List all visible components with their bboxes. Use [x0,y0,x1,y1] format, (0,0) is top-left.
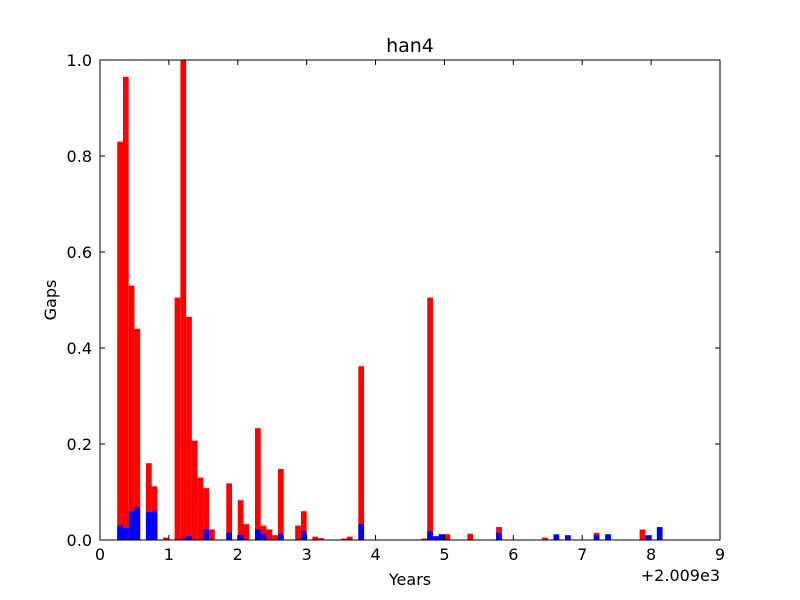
bar [645,535,652,540]
bar [565,535,571,540]
bar [226,483,233,540]
bar [421,538,428,540]
bar [639,529,646,540]
bar [358,366,365,540]
bar [272,535,278,540]
bar [300,531,307,540]
bar [255,529,261,540]
x-tick-label: 2 [233,545,243,564]
x-tick-label: 8 [646,545,656,564]
bar [295,525,301,540]
bar [203,488,210,540]
y-tick-label: 1.0 [67,51,92,70]
bar [656,527,663,540]
bar [542,537,548,540]
bar [180,538,187,540]
y-tick-label: 0.4 [67,339,92,358]
bar [122,76,129,541]
bar [117,525,123,540]
bar [427,297,433,540]
bar [209,529,215,540]
bar [341,538,347,540]
x-tick-label: 3 [302,545,312,564]
bar [237,535,244,540]
y-tick-label: 0.6 [67,243,92,262]
bar [128,285,135,540]
bar [277,468,284,540]
bar [128,511,135,540]
bar [226,532,233,540]
plot-frame [99,59,721,541]
x-tick-label: 1 [164,545,174,564]
x-tick-label: 4 [370,545,380,564]
bar [163,537,169,540]
x-axis-label: Years [388,570,431,589]
bar [151,511,158,540]
y-tick-label: 0.2 [67,435,92,454]
bar [605,534,611,540]
bar [203,529,210,540]
bar [122,528,129,540]
x-offset-label: +2.009e3 [641,566,720,585]
y-tick-label: 0.8 [67,147,92,166]
chart-title: han4 [386,35,434,57]
bar [300,511,307,540]
x-tick-label: 6 [508,545,518,564]
bar [243,524,250,540]
bar [134,328,141,540]
y-axis-label: Gaps [41,280,60,321]
bar [255,428,261,540]
bar [593,535,600,540]
bar [277,534,284,540]
bar [134,507,141,540]
bar [358,524,365,540]
bar [145,512,152,540]
bar [260,525,267,540]
bar [346,536,353,540]
bar [191,440,198,540]
bar [553,534,560,540]
bar [318,538,324,540]
bar [197,477,204,540]
bar [266,529,273,540]
bar [237,500,244,540]
bar [260,534,267,540]
bar [186,316,192,540]
x-tick-label: 0 [95,545,105,564]
bar [444,534,451,540]
bar [145,463,152,540]
bar [467,533,474,540]
x-tick-label: 7 [577,545,587,564]
bar [432,536,439,540]
x-tick-label: 5 [439,545,449,564]
bar [496,532,502,540]
bar [427,531,433,540]
bar [174,297,181,540]
y-tick-label: 0.0 [67,531,92,550]
bar [180,60,187,540]
bar [117,141,123,540]
bar [186,536,192,540]
x-tick-label: 9 [715,545,725,564]
bar [438,534,445,540]
bar [312,536,319,540]
